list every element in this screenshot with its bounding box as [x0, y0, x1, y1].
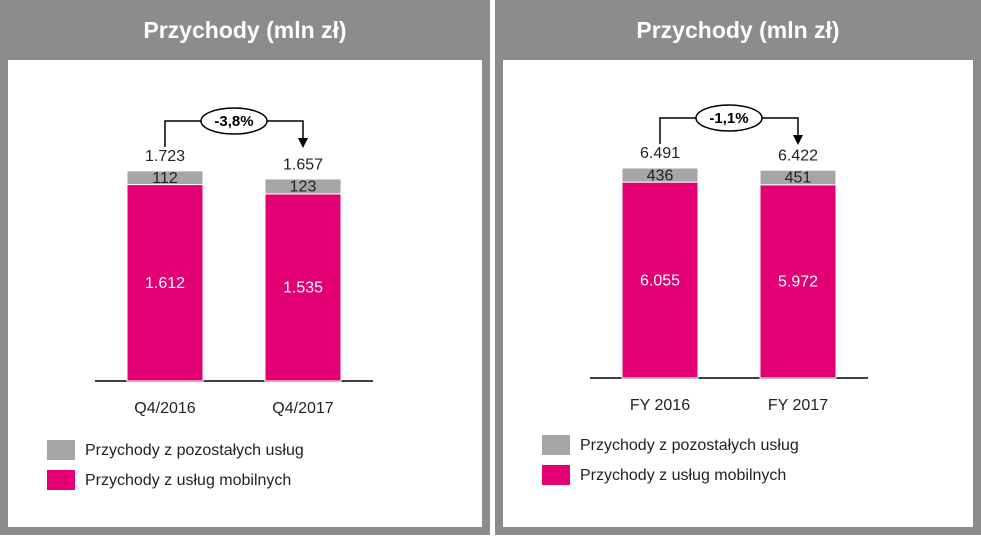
value-label: 112: [152, 170, 178, 187]
total-label: 6.491: [640, 145, 680, 162]
legend-swatch: [47, 440, 75, 460]
change-label: -3,8%: [214, 113, 253, 130]
bar-segment: [759, 184, 837, 379]
value-label: 1.612: [145, 275, 185, 292]
bar-segment: [264, 178, 342, 195]
legend-label: Przychody z usług mobilnych: [85, 472, 291, 489]
value-label: 123: [290, 179, 317, 196]
x-tick-label: Q4/2017: [272, 400, 333, 417]
legend-swatch: [47, 470, 75, 490]
change-badge: [695, 104, 763, 132]
x-tick-label: Q4/2016: [134, 400, 195, 417]
value-label: 6.055: [640, 272, 680, 289]
bar-segment: [264, 193, 342, 382]
bar-segment: [759, 169, 837, 186]
x-tick-label: FY 2016: [630, 397, 690, 414]
panel-body: [503, 60, 973, 527]
value-label: 451: [785, 170, 812, 187]
value-label: 5.972: [778, 274, 818, 291]
legend-label: Przychody z pozostałych usług: [580, 437, 799, 454]
bar-segment: [126, 170, 204, 186]
value-label: 436: [647, 167, 674, 184]
total-label: 6.422: [778, 147, 818, 164]
value-label: 1.535: [283, 280, 323, 297]
total-label: 1.657: [283, 156, 323, 173]
change-label: -1,1%: [709, 110, 748, 127]
panel-body: [8, 60, 482, 527]
legend-label: Przychody z pozostałych usług: [85, 442, 304, 459]
legend-swatch: [542, 435, 570, 455]
total-label: 1.723: [145, 148, 185, 165]
bar-segment: [126, 184, 204, 382]
legend-swatch: [542, 465, 570, 485]
bar-segment: [621, 167, 699, 183]
chart-title: Przychody (mln zł): [143, 17, 346, 43]
x-tick-label: FY 2017: [768, 397, 828, 414]
chart-title: Przychody (mln zł): [636, 17, 839, 43]
legend-label: Przychody z usług mobilnych: [580, 467, 786, 484]
change-badge: [200, 107, 268, 135]
